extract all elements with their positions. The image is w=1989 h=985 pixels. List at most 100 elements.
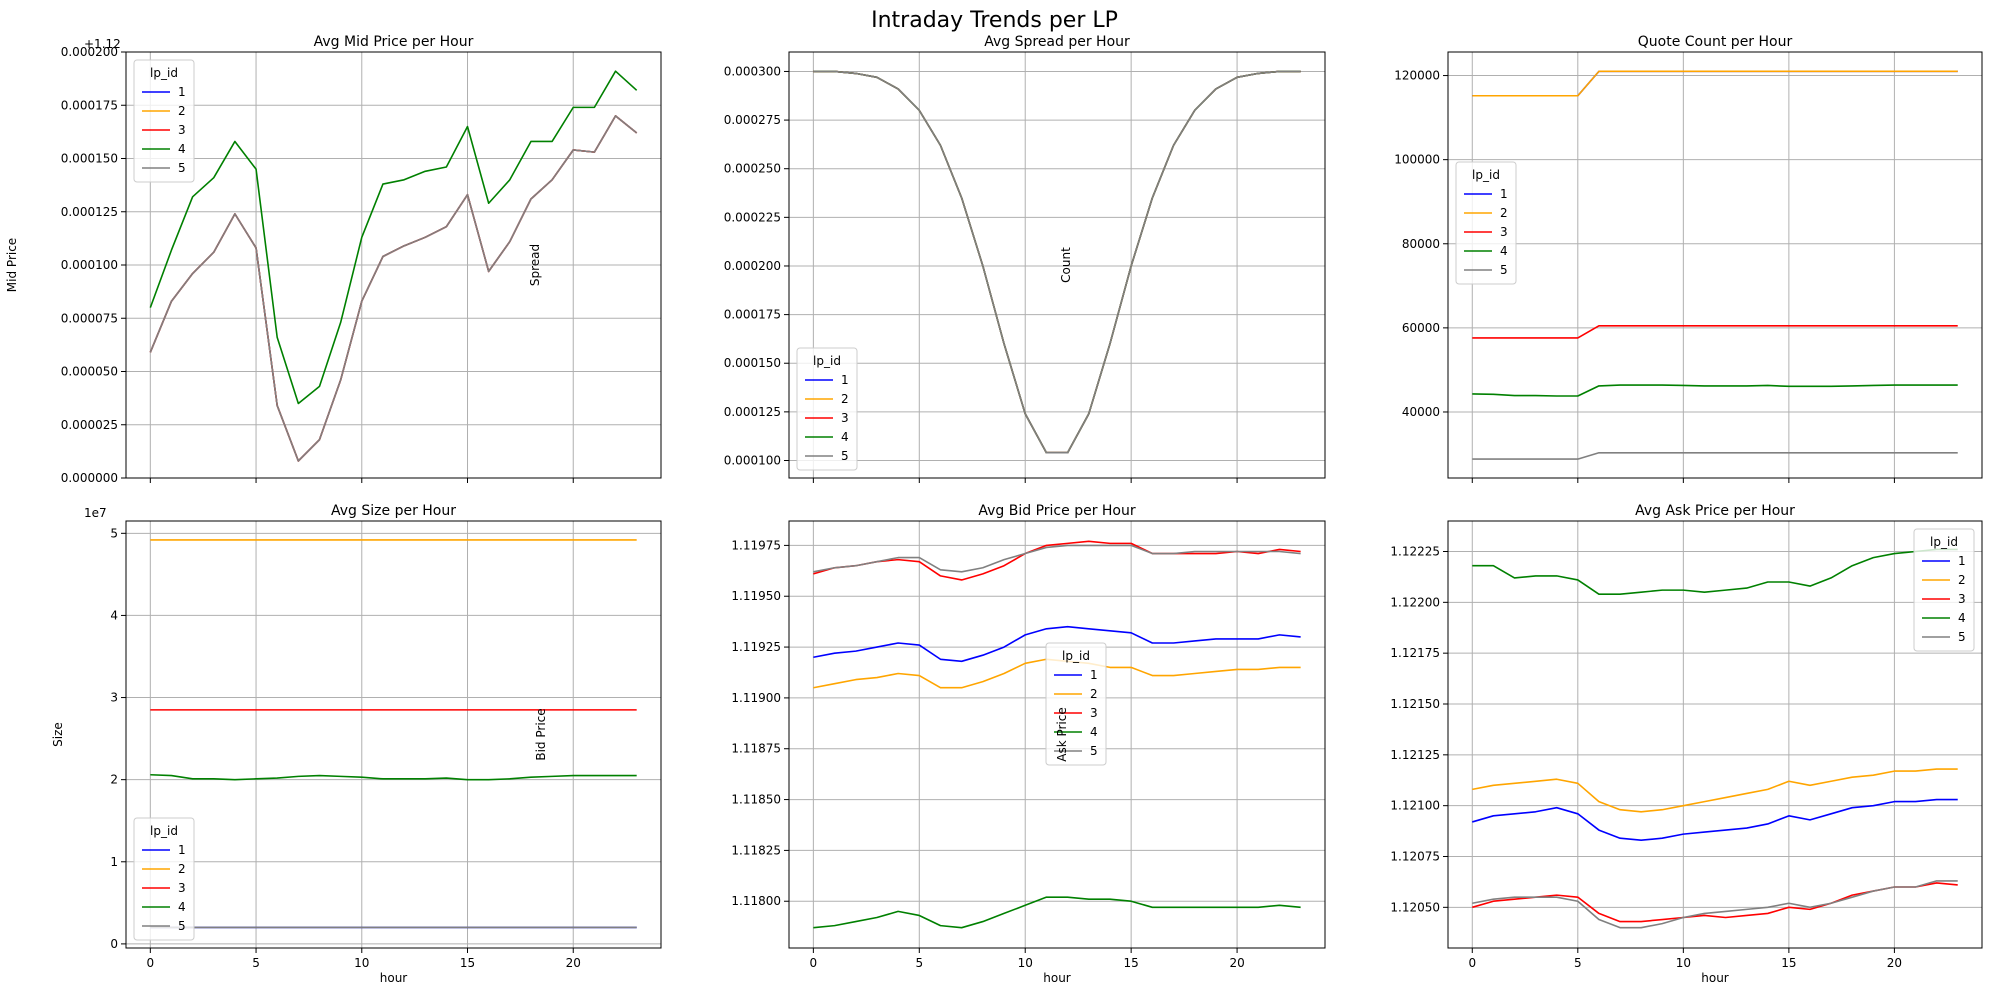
x-axis-label: hour	[380, 971, 408, 985]
series-line-1	[1472, 798, 1958, 842]
y-tick-label: 0.000025	[61, 418, 118, 432]
y-tick-label: 0.000200	[61, 45, 118, 59]
legend-label-5: 5	[1958, 630, 1966, 644]
y-tick-label: 40000	[1402, 405, 1440, 419]
legend-box	[796, 347, 858, 471]
series-line-1	[813, 625, 1301, 663]
y-tick-label: 80000	[1402, 237, 1440, 251]
series-line-5	[149, 115, 638, 462]
x-tick-label: 5	[1574, 956, 1582, 970]
legend-label-2: 2	[1500, 206, 1508, 220]
series-line-1	[1472, 70, 1958, 97]
y-axis-label: Mid Price	[5, 238, 19, 292]
y-axis-label: Bid Price	[534, 708, 548, 760]
chart-title: Avg Size per Hour	[331, 503, 456, 519]
series-line-2	[813, 70, 1301, 454]
y-tick-label: 0.000200	[724, 259, 781, 273]
series-line-5	[813, 544, 1301, 573]
legend-title: lp_id	[1062, 649, 1090, 663]
chart-title: Quote Count per Hour	[1638, 34, 1793, 50]
series-line-3	[813, 70, 1301, 454]
x-tick-label: 0	[810, 956, 818, 970]
chart-title: Avg Bid Price per Hour	[978, 503, 1135, 519]
y-axis-label: Size	[51, 722, 65, 747]
legend-label-1: 1	[1500, 187, 1508, 201]
y-tick-label: 1.12100	[1390, 799, 1440, 813]
x-tick-label: 0	[146, 956, 154, 970]
series-line-4	[149, 70, 638, 405]
y-tick-label: 0.000175	[724, 308, 781, 322]
chart-panel-bid: 0 5 10 15 201.118001.118251.118501.118751.11…	[534, 503, 1326, 985]
y-tick-label: 2	[110, 773, 118, 787]
axes-frame	[788, 520, 1326, 949]
y-tick-label: 1.11825	[731, 843, 781, 857]
legend: lp_id1 2 3 4 5	[1455, 161, 1517, 285]
x-tick-label: 10	[1018, 956, 1033, 970]
series-line-2	[1472, 70, 1958, 97]
legend-label-5: 5	[1090, 744, 1098, 758]
legend-label-2: 2	[1958, 573, 1966, 587]
figure-suptitle: Intraday Trends per LP	[871, 8, 1118, 33]
legend: lp_id1 2 3 4 5	[133, 817, 195, 941]
series-line-1	[149, 115, 638, 462]
legend-label-1: 1	[1958, 554, 1966, 568]
x-tick-label: 0	[1468, 956, 1476, 970]
legend-label-3: 3	[841, 411, 849, 425]
x-axis-label: hour	[1043, 971, 1071, 985]
axes-frame	[125, 520, 662, 949]
series-line-4	[1472, 548, 1958, 596]
series-line-3	[813, 540, 1301, 581]
legend-label-2: 2	[1090, 687, 1098, 701]
series-line-1	[813, 70, 1301, 454]
y-tick-label: 1.12050	[1390, 900, 1440, 914]
axes-frame	[1447, 520, 1983, 949]
series-line-4	[150, 773, 637, 781]
chart-panel-count: 40000 60000 80000 100000 120000 Quote Count p…	[1059, 34, 1983, 483]
x-tick-label: 15	[1124, 956, 1139, 970]
x-tick-label: 15	[1781, 956, 1796, 970]
legend-label-1: 1	[178, 843, 186, 857]
x-tick-label: 10	[1676, 956, 1691, 970]
x-tick-label: 15	[460, 956, 475, 970]
axis-offset-text: 1e7	[84, 506, 107, 520]
axis-offset-text: +1.12	[84, 37, 121, 51]
series-line-5	[1472, 451, 1958, 460]
y-tick-label: 0.000100	[724, 453, 781, 467]
legend-label-3: 3	[1500, 225, 1508, 239]
y-tick-label: 0	[110, 937, 118, 951]
series-line-3	[1472, 324, 1958, 339]
legend-label-3: 3	[1090, 706, 1098, 720]
legend-label-3: 3	[178, 881, 186, 895]
y-tick-label: 1.11900	[731, 691, 781, 705]
y-axis-label: Spread	[528, 244, 542, 286]
y-tick-label: 0.000250	[724, 162, 781, 176]
legend-label-4: 4	[178, 900, 186, 914]
chart-panel-mid: 0.000000 0.000025 0.000050 0.000075 0.000100…	[5, 34, 662, 485]
y-tick-label: 1.12225	[1390, 545, 1440, 559]
x-tick-label: 20	[1229, 956, 1244, 970]
legend-label-2: 2	[178, 862, 186, 876]
x-tick-label: 5	[252, 956, 260, 970]
legend-title: lp_id	[150, 824, 178, 838]
axes-frame	[1447, 51, 1983, 479]
y-tick-label: 0.000125	[724, 405, 781, 419]
legend-title: lp_id	[150, 66, 178, 80]
series-line-2	[1472, 768, 1958, 813]
y-tick-label: 4	[110, 608, 118, 622]
legend-label-1: 1	[178, 85, 186, 99]
y-axis-label: Ask Price	[1055, 707, 1069, 762]
series-line-4	[813, 896, 1301, 929]
series-line-4	[813, 70, 1301, 454]
series-line-4	[1472, 384, 1958, 397]
legend: lp_id1 2 3 4 5	[796, 347, 858, 471]
legend-label-4: 4	[1500, 244, 1508, 258]
legend-label-4: 4	[1090, 725, 1098, 739]
axes-frame	[788, 51, 1326, 479]
legend-label-5: 5	[178, 919, 186, 933]
y-tick-label: 0.000225	[724, 210, 781, 224]
x-tick-label: 10	[354, 956, 369, 970]
legend-title: lp_id	[813, 354, 841, 368]
y-tick-label: 1.12150	[1390, 697, 1440, 711]
chart-panel-spread: 0.000100 0.000125 0.000150 0.000175 0.000200…	[528, 34, 1326, 483]
